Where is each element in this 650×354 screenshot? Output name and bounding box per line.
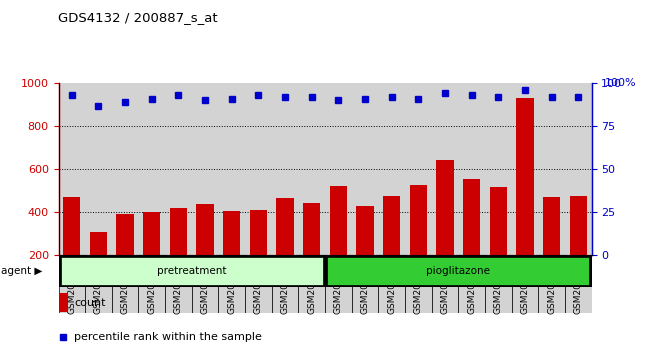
Text: count: count bbox=[75, 298, 106, 308]
Bar bbox=[60, 257, 323, 285]
Text: GSM201837: GSM201837 bbox=[387, 259, 396, 314]
Bar bbox=[63, 197, 81, 298]
Bar bbox=[565, 255, 592, 313]
Bar bbox=[543, 197, 560, 298]
Text: GSM201833: GSM201833 bbox=[281, 259, 289, 314]
Bar bbox=[378, 255, 405, 313]
Bar bbox=[410, 185, 427, 298]
Text: GSM201829: GSM201829 bbox=[174, 259, 183, 314]
Text: GSM201835: GSM201835 bbox=[334, 259, 343, 314]
Text: percentile rank within the sample: percentile rank within the sample bbox=[75, 332, 263, 342]
Bar bbox=[569, 196, 587, 298]
Text: GSM201544: GSM201544 bbox=[121, 259, 129, 314]
Bar bbox=[165, 255, 192, 313]
Bar bbox=[85, 255, 112, 313]
Bar bbox=[218, 255, 245, 313]
Bar bbox=[250, 210, 267, 298]
Bar bbox=[512, 255, 538, 313]
Bar bbox=[330, 186, 347, 298]
Bar bbox=[138, 255, 165, 313]
Bar bbox=[489, 187, 507, 298]
Text: GDS4132 / 200887_s_at: GDS4132 / 200887_s_at bbox=[58, 11, 218, 24]
Bar bbox=[223, 211, 240, 298]
Bar bbox=[90, 232, 107, 298]
Text: GSM201844: GSM201844 bbox=[574, 259, 582, 314]
Text: pretreatment: pretreatment bbox=[157, 266, 226, 276]
Text: GSM201840: GSM201840 bbox=[467, 259, 476, 314]
Text: GSM201838: GSM201838 bbox=[414, 259, 422, 314]
Text: GSM201836: GSM201836 bbox=[361, 259, 369, 314]
Bar bbox=[143, 212, 161, 298]
Text: GSM201542: GSM201542 bbox=[68, 259, 76, 314]
Text: GSM201834: GSM201834 bbox=[307, 259, 316, 314]
Bar bbox=[405, 255, 432, 313]
Text: GSM201545: GSM201545 bbox=[148, 259, 156, 314]
Text: GSM201841: GSM201841 bbox=[494, 259, 502, 314]
Bar bbox=[272, 255, 298, 313]
Bar bbox=[245, 255, 272, 313]
Bar bbox=[432, 255, 458, 313]
Bar bbox=[436, 160, 454, 298]
Bar bbox=[325, 255, 352, 313]
Text: GSM201842: GSM201842 bbox=[521, 259, 529, 314]
Text: GSM201843: GSM201843 bbox=[547, 259, 556, 314]
Text: GSM201832: GSM201832 bbox=[254, 259, 263, 314]
Bar bbox=[170, 208, 187, 298]
Bar bbox=[327, 257, 590, 285]
Bar bbox=[116, 214, 134, 298]
Bar bbox=[516, 98, 534, 298]
Bar bbox=[352, 255, 378, 313]
Bar bbox=[58, 255, 85, 313]
Bar bbox=[485, 255, 512, 313]
Text: GSM201839: GSM201839 bbox=[441, 259, 449, 314]
Bar bbox=[58, 293, 68, 312]
Bar bbox=[192, 255, 218, 313]
Bar bbox=[538, 255, 565, 313]
Text: agent ▶: agent ▶ bbox=[1, 266, 43, 276]
Y-axis label: 100%: 100% bbox=[605, 78, 636, 88]
Bar bbox=[458, 255, 485, 313]
Bar bbox=[463, 179, 480, 298]
Bar bbox=[112, 255, 138, 313]
Text: GSM201831: GSM201831 bbox=[227, 259, 236, 314]
Text: GSM201543: GSM201543 bbox=[94, 259, 103, 314]
Bar bbox=[303, 203, 320, 298]
Bar bbox=[298, 255, 325, 313]
Bar bbox=[196, 205, 214, 298]
Bar bbox=[276, 198, 294, 298]
Bar bbox=[383, 196, 400, 298]
Bar bbox=[356, 206, 374, 298]
Text: pioglitazone: pioglitazone bbox=[426, 266, 490, 276]
Text: GSM201830: GSM201830 bbox=[201, 259, 209, 314]
